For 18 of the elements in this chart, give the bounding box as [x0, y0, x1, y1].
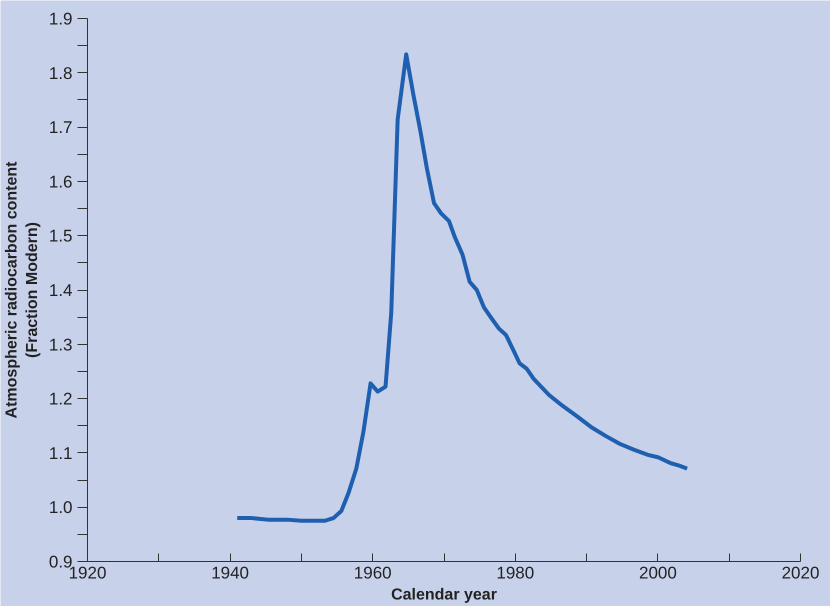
y-tick-label: 1.4	[48, 281, 73, 300]
y-tick-label: 1.9	[48, 10, 73, 28]
y-axis-title: Atmospheric radiocarbon content (Fraction Modern)	[3, 160, 41, 418]
y-tick-label: 1.5	[48, 226, 73, 246]
x-tick-label: 1980	[496, 564, 534, 582]
y-tick-label: 1.8	[48, 64, 73, 83]
y-tick-label: 1.0	[48, 498, 73, 518]
x-axis-title: Calendar year	[391, 586, 497, 604]
y-tick-label: 1.3	[48, 335, 73, 354]
y-tick-label: 1.6	[48, 172, 73, 192]
y-tick-label: 1.2	[48, 390, 73, 409]
y-tick-label: 1.7	[48, 118, 73, 138]
x-tick-label: 2000	[638, 564, 677, 582]
x-tick-label: 2020	[782, 564, 820, 582]
y-tick-label: 1.1	[48, 444, 73, 463]
x-tick-label: 1940	[211, 564, 250, 582]
x-tick-label: 1960	[354, 564, 392, 582]
line-series	[235, 52, 690, 523]
